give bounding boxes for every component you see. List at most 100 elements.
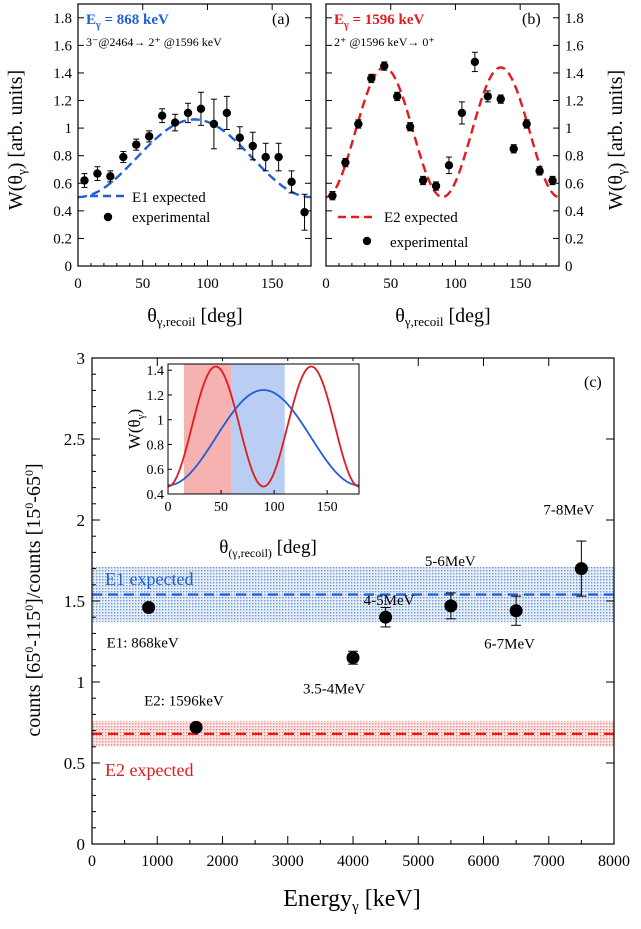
b-transition-label: 2⁺ @1596 keV→ 0⁺ (334, 35, 435, 49)
b-data-point (457, 108, 467, 118)
b-y-axis-label: W(θγ) [arb. units] (605, 70, 629, 210)
c-data-point (509, 604, 523, 618)
c-e1-expected-label: E1 expected (105, 569, 193, 589)
c-x-tick-label: 6000 (468, 853, 500, 870)
a-legend-e1-label: E1 expected (132, 190, 206, 206)
c-data-point (142, 600, 156, 614)
b-e2-expected-curve (325, 66, 560, 199)
b-data-point (470, 57, 480, 67)
b-y-tick-label: 0.4 (565, 204, 584, 220)
b-data-point (392, 92, 402, 101)
c-data-point (379, 610, 393, 624)
c-data-point (444, 599, 458, 613)
a-data-point (106, 172, 115, 181)
b-data-point (483, 92, 493, 101)
b-y-tick-label: 0 (565, 259, 573, 275)
a-y-axis-label: W(θγ) [arb. units] (5, 70, 29, 210)
a-e1-expected-curve (77, 118, 312, 199)
b-expected-line (325, 66, 560, 199)
b-y-tick-label: 0.8 (565, 149, 584, 165)
c-x-tick-label: 8000 (598, 853, 630, 870)
panel-b: 0 50 100 150 0 0.2 0.4 0.6 0.8 1 1.2 1.4 1.6 1.8 Eγ =… (322, 3, 629, 329)
b-data-point (548, 176, 557, 185)
panel-c: E1: 868keV E2: 1596keV 3.5-4MeV 4-5MeV 5-6Me… (22, 349, 630, 915)
a-data-point (222, 108, 232, 118)
c-data-point (346, 651, 360, 665)
a-y-tick-label: 0.4 (53, 204, 72, 220)
c-y-tick-label: 1 (77, 673, 86, 692)
a-x-axis-label: θγ,recoil [deg] (147, 305, 242, 329)
c-y-tick-label: 2.5 (64, 430, 85, 449)
b-panel-label: (b) (522, 11, 541, 28)
c-y-tick-label: 3 (77, 349, 86, 368)
a-legend-exp-label: experimental (132, 210, 210, 226)
a-y-tick-label: 1 (65, 121, 73, 137)
c-point-label: 6-7MeV (484, 637, 535, 653)
b-y-tick-label: 1.4 (565, 66, 584, 82)
a-data-point (235, 133, 245, 142)
c-inset-y-label: W(θγ) (125, 409, 147, 449)
c-data-point (574, 562, 588, 576)
a-x-tick-label: 50 (135, 276, 150, 292)
b-data-point (431, 181, 441, 191)
a-data-point (274, 152, 283, 162)
c-e2-expected-label: E2 expected (105, 760, 193, 780)
b-x-tick-label: 100 (444, 276, 467, 292)
a-energy-label: Eγ = 868 keV (86, 12, 169, 31)
a-ticks: 0 50 100 150 0 0.2 0.4 0.6 0.8 1 1.2 1.4 1.6 1.8 (53, 4, 312, 292)
b-data-point (509, 144, 518, 153)
b-x-axis-label: θγ,recoil [deg] (395, 305, 490, 329)
c-inset: 0 50 100 150 0.4 0.6 0.8 1 1.2 1.4 W(θγ) θ(γ,reco… (125, 361, 360, 560)
c-x-axis-label: Energyγ [keV] (283, 886, 420, 915)
a-y-tick-label: 1.6 (53, 38, 72, 54)
a-y-tick-label: 0 (65, 259, 73, 275)
a-y-tick-label: 0.6 (53, 176, 72, 192)
c-point-label: 4-5MeV (364, 593, 415, 609)
c-point-label: E2: 1596keV (144, 693, 224, 709)
c-x-tick-label: 3000 (272, 853, 304, 870)
b-y-tick-label: 0.6 (565, 176, 584, 192)
c-x-tick-label: 2000 (207, 853, 239, 870)
panel-a: 0 50 100 150 0 0.2 0.4 0.6 0.8 1 1.2 1.4 1.6 1.8 Eγ =… (5, 3, 312, 329)
c-y-axis-label: counts [650-1150]/counts [150-650] (22, 463, 45, 736)
c-inset-x-tick-label: 0 (165, 500, 172, 515)
a-experimental-points (80, 91, 309, 231)
c-point-label: E1: 868keV (107, 635, 179, 651)
b-x-tick-label: 150 (509, 276, 532, 292)
a-expected-line (77, 118, 312, 199)
a-data-point (80, 176, 89, 185)
c-inset-shaded-ranges (183, 364, 285, 494)
c-inset-x-tick-label: 50 (214, 500, 228, 515)
a-data-point (196, 104, 206, 114)
a-data-point (300, 208, 309, 217)
c-inset-y-tick-label: 0.8 (147, 438, 165, 453)
c-point-label: 7-8MeV (543, 503, 594, 519)
a-data-point (287, 177, 296, 187)
c-inset-x-tick-label: 100 (264, 500, 285, 515)
c-inset-y-tick-label: 1.2 (147, 389, 165, 404)
c-panel-label: (c) (584, 374, 602, 391)
c-inset-x-label: θ(γ,recoil) [deg] (219, 537, 317, 560)
b-data-point (522, 119, 531, 129)
c-inset-ticks: 0 50 100 150 0.4 0.6 0.8 1 1.2 1.4 (147, 364, 338, 515)
b-x-tick-label: 0 (322, 276, 330, 292)
c-measured-points: E1: 868keV E2: 1596keV 3.5-4MeV 4-5MeV 5-6Me… (107, 503, 594, 734)
c-inset-frame (167, 363, 360, 495)
a-data-point (93, 169, 102, 178)
b-data-point (405, 122, 415, 131)
b-data-point (444, 161, 454, 170)
c-x-tick-label: 1000 (141, 853, 173, 870)
a-data-point (248, 141, 257, 151)
b-y-tick-label: 1.2 (565, 94, 584, 110)
c-inset-x-tick-label: 150 (317, 500, 338, 515)
b-legend-exp-marker (362, 236, 372, 246)
b-data-point (380, 61, 389, 71)
c-inset-curves (167, 365, 360, 488)
c-y-tick-label: 1.5 (64, 592, 85, 611)
a-data-point (144, 132, 154, 141)
b-y-tick-label: 1 (565, 121, 573, 137)
c-inset-y-tick-label: 0.6 (147, 463, 165, 478)
b-data-point (418, 176, 428, 185)
b-y-tick-label: 1.8 (565, 11, 584, 27)
c-x-tick-label: 7000 (533, 853, 565, 870)
